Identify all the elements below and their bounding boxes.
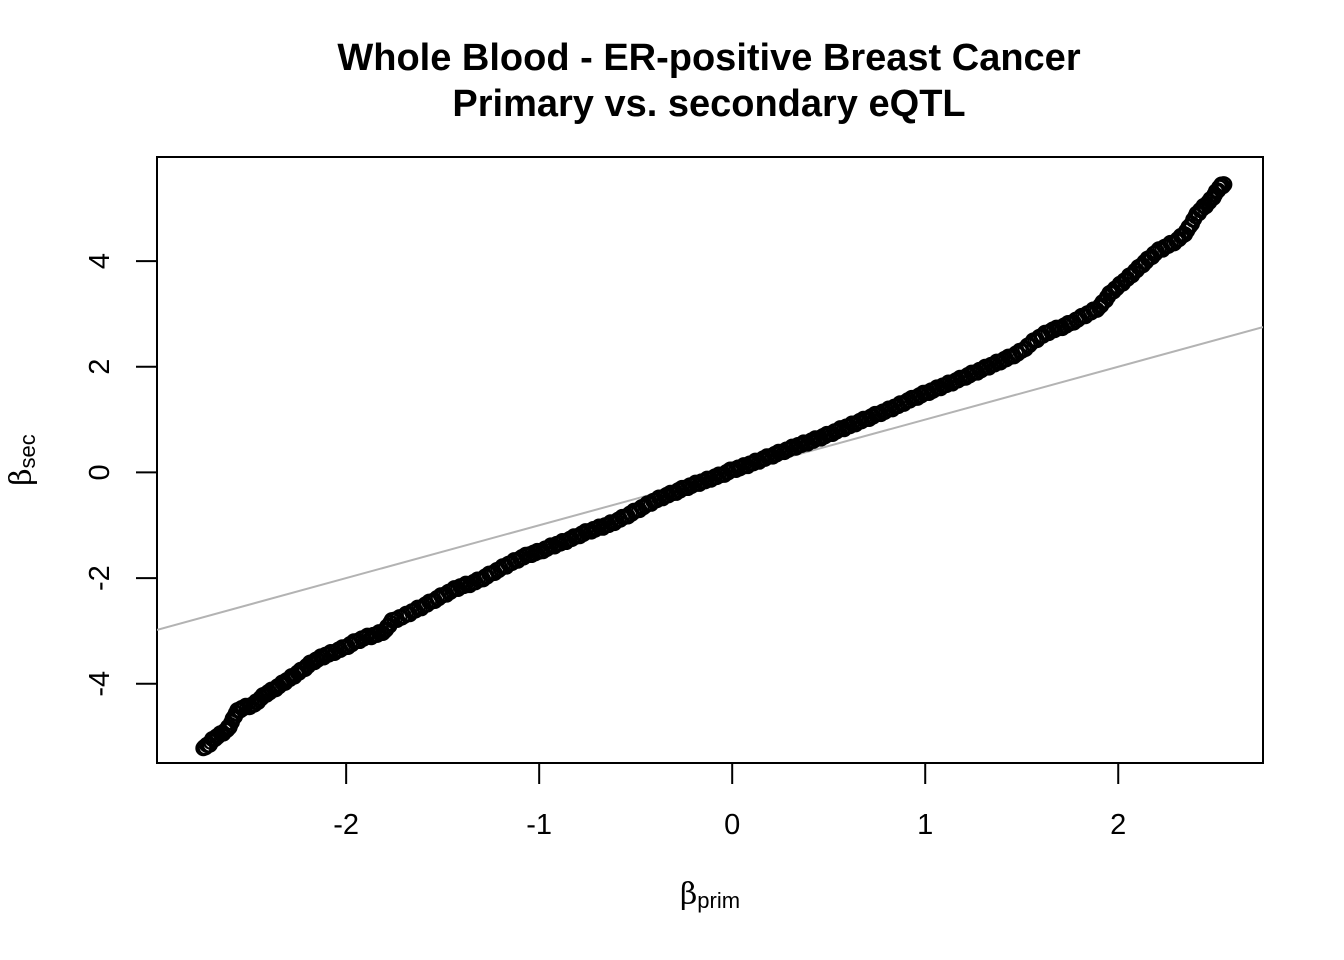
plot-frame [156,156,1264,764]
y-axis: -4 -2 0 2 4 [84,253,157,697]
x-axis-label-subscript: prim [697,888,740,913]
chart-subtitle: Primary vs. secondary eQTL [452,83,965,125]
x-tick-label: 1 [917,809,933,841]
y-axis-label-symbol: β [4,468,39,485]
data-point [1216,176,1233,193]
x-axis: -2 -1 0 1 2 [333,763,1126,841]
chart-title: Whole Blood - ER-positive Breast Cancer [337,37,1080,79]
x-tick-label: 2 [1110,809,1126,841]
x-tick-label: 0 [724,809,740,841]
y-tick-label: -4 [84,671,116,697]
y-tick-label: 4 [84,253,116,269]
x-axis-label: βprim [680,877,740,913]
y-axis-label: βsec [4,434,40,486]
y-tick-label: -2 [84,565,116,591]
x-axis-label-symbol: β [680,877,697,912]
y-tick-label: 2 [84,359,116,375]
y-axis-label-subscript: sec [15,434,40,468]
data-points [195,176,1233,757]
x-tick-label: -2 [333,809,359,841]
y-tick-label: 0 [84,464,116,480]
x-tick-label: -1 [526,809,552,841]
